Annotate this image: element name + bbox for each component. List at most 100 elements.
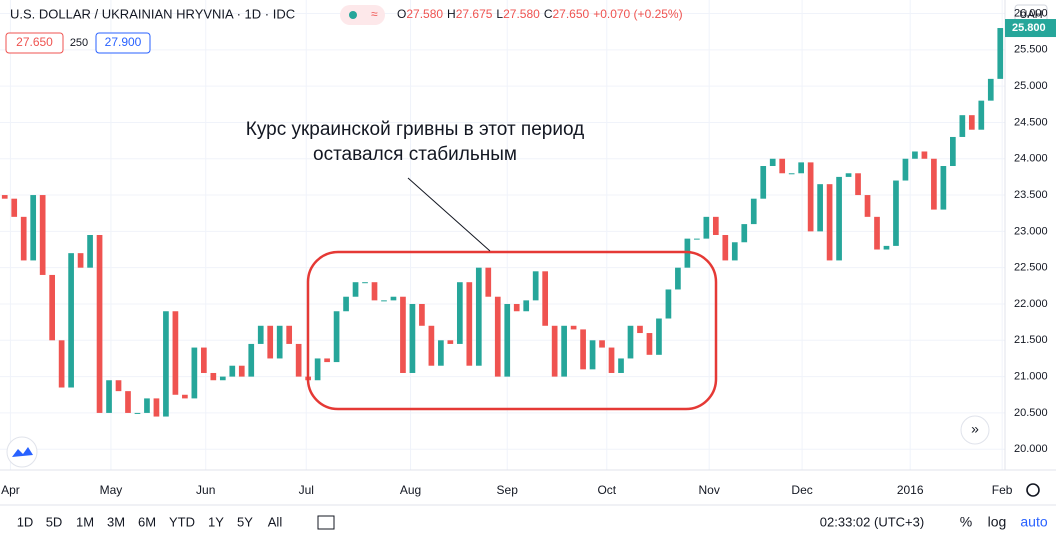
y-tick-label: 24.000: [1014, 153, 1048, 165]
candle: [371, 282, 378, 301]
candles: [1, 28, 1004, 417]
candle: [580, 329, 586, 370]
candle: [96, 235, 103, 413]
candle: [343, 296, 349, 312]
candle: [248, 343, 255, 377]
candle: [523, 300, 530, 312]
x-tick-label: Jun: [196, 483, 215, 497]
candle: [599, 340, 605, 348]
candle: [959, 115, 966, 137]
symbol-title: U.S. DOLLAR / UKRAINIAN HRYVNIA · 1D · I…: [10, 6, 295, 21]
candle: [987, 78, 994, 101]
ask-box[interactable]: [95, 32, 151, 54]
candle: [106, 380, 112, 413]
candle: [855, 173, 861, 196]
candle: [750, 198, 757, 225]
ohlc-value: 27.580: [406, 7, 443, 21]
y-tick-label: 23.000: [1014, 225, 1048, 237]
range-button[interactable]: 5Y: [237, 514, 253, 529]
candle: [978, 100, 985, 130]
candle: [229, 365, 236, 377]
last-price-tag: [1005, 19, 1056, 38]
candle: [381, 300, 387, 302]
range-button[interactable]: All: [268, 514, 283, 529]
candle: [438, 340, 444, 366]
candle: [115, 380, 122, 392]
candle: [77, 253, 84, 268]
highlight-box: [306, 250, 718, 411]
candle: [191, 347, 198, 399]
candle: [201, 347, 207, 373]
status-badge[interactable]: [340, 5, 385, 25]
y-tick-label: 24.500: [1014, 116, 1048, 128]
currency: UAH: [1019, 9, 1042, 21]
range-button[interactable]: 5D: [46, 514, 63, 529]
ohlc-key: H: [447, 7, 456, 21]
logo-icon: [12, 447, 33, 457]
candle: [940, 166, 947, 210]
y-tick-label: 22.500: [1014, 262, 1048, 274]
candle: [504, 303, 511, 377]
candle: [931, 158, 937, 210]
candle: [362, 282, 368, 284]
candle: [675, 267, 681, 290]
candle: [494, 296, 501, 377]
date-range-icon[interactable]: [317, 515, 335, 530]
ohlc-value: 27.675: [456, 7, 493, 21]
status-dot: [349, 11, 357, 19]
settings-icon[interactable]: [1026, 483, 1040, 497]
range-button[interactable]: 1D: [17, 514, 34, 529]
candle: [39, 195, 46, 275]
scroll-button[interactable]: [960, 415, 990, 445]
percent-toggle[interactable]: %: [960, 514, 972, 530]
candle: [409, 303, 416, 373]
range-button[interactable]: YTD: [169, 514, 195, 529]
candle: [921, 151, 928, 159]
x-tick-label: Jul: [299, 483, 314, 497]
candle: [627, 325, 634, 359]
range-button[interactable]: 1Y: [208, 514, 224, 529]
ohlc-key: C: [544, 7, 553, 21]
grid: [0, 0, 1005, 470]
candle: [637, 325, 643, 334]
y-tick-label: 22.000: [1014, 298, 1048, 310]
status-icon: ≈: [371, 7, 378, 21]
candle: [276, 325, 283, 359]
ohlc-key: L: [496, 7, 503, 21]
candle: [864, 195, 871, 217]
x-tick-label: Oct: [597, 483, 616, 497]
range-button[interactable]: 6M: [138, 514, 156, 529]
candle: [475, 267, 482, 366]
scroll-icon: »: [971, 421, 979, 437]
y-tick-label: 26.000: [1014, 7, 1048, 19]
x-tick-label: May: [100, 483, 123, 497]
candle: [210, 372, 217, 381]
y-tick-label: 20.000: [1014, 443, 1048, 455]
candle: [390, 296, 397, 301]
auto-toggle[interactable]: auto: [1020, 514, 1047, 530]
x-tick-label: Dec: [791, 483, 812, 497]
y-tick-label: 21.000: [1014, 371, 1048, 383]
candle: [333, 311, 340, 363]
x-tick-label: 2016: [897, 483, 924, 497]
candle: [874, 216, 880, 250]
logo[interactable]: [6, 436, 38, 468]
annotation: Курс украинской гривны в этот период: [246, 119, 584, 140]
x-tick-label: Nov: [699, 483, 720, 497]
bid-box[interactable]: [5, 32, 64, 54]
candle: [712, 216, 719, 235]
range-button[interactable]: 1M: [76, 514, 94, 529]
annotation: оставался стабильным: [313, 144, 517, 165]
candle: [456, 282, 463, 344]
candle: [807, 162, 814, 232]
candle: [144, 398, 150, 413]
candle: [295, 343, 302, 377]
candle: [182, 394, 188, 399]
candle: [741, 224, 748, 243]
range-button[interactable]: 3M: [107, 514, 125, 529]
candle: [722, 235, 729, 261]
candle: [618, 358, 624, 373]
log-toggle[interactable]: log: [988, 514, 1007, 530]
candle: [267, 325, 274, 359]
